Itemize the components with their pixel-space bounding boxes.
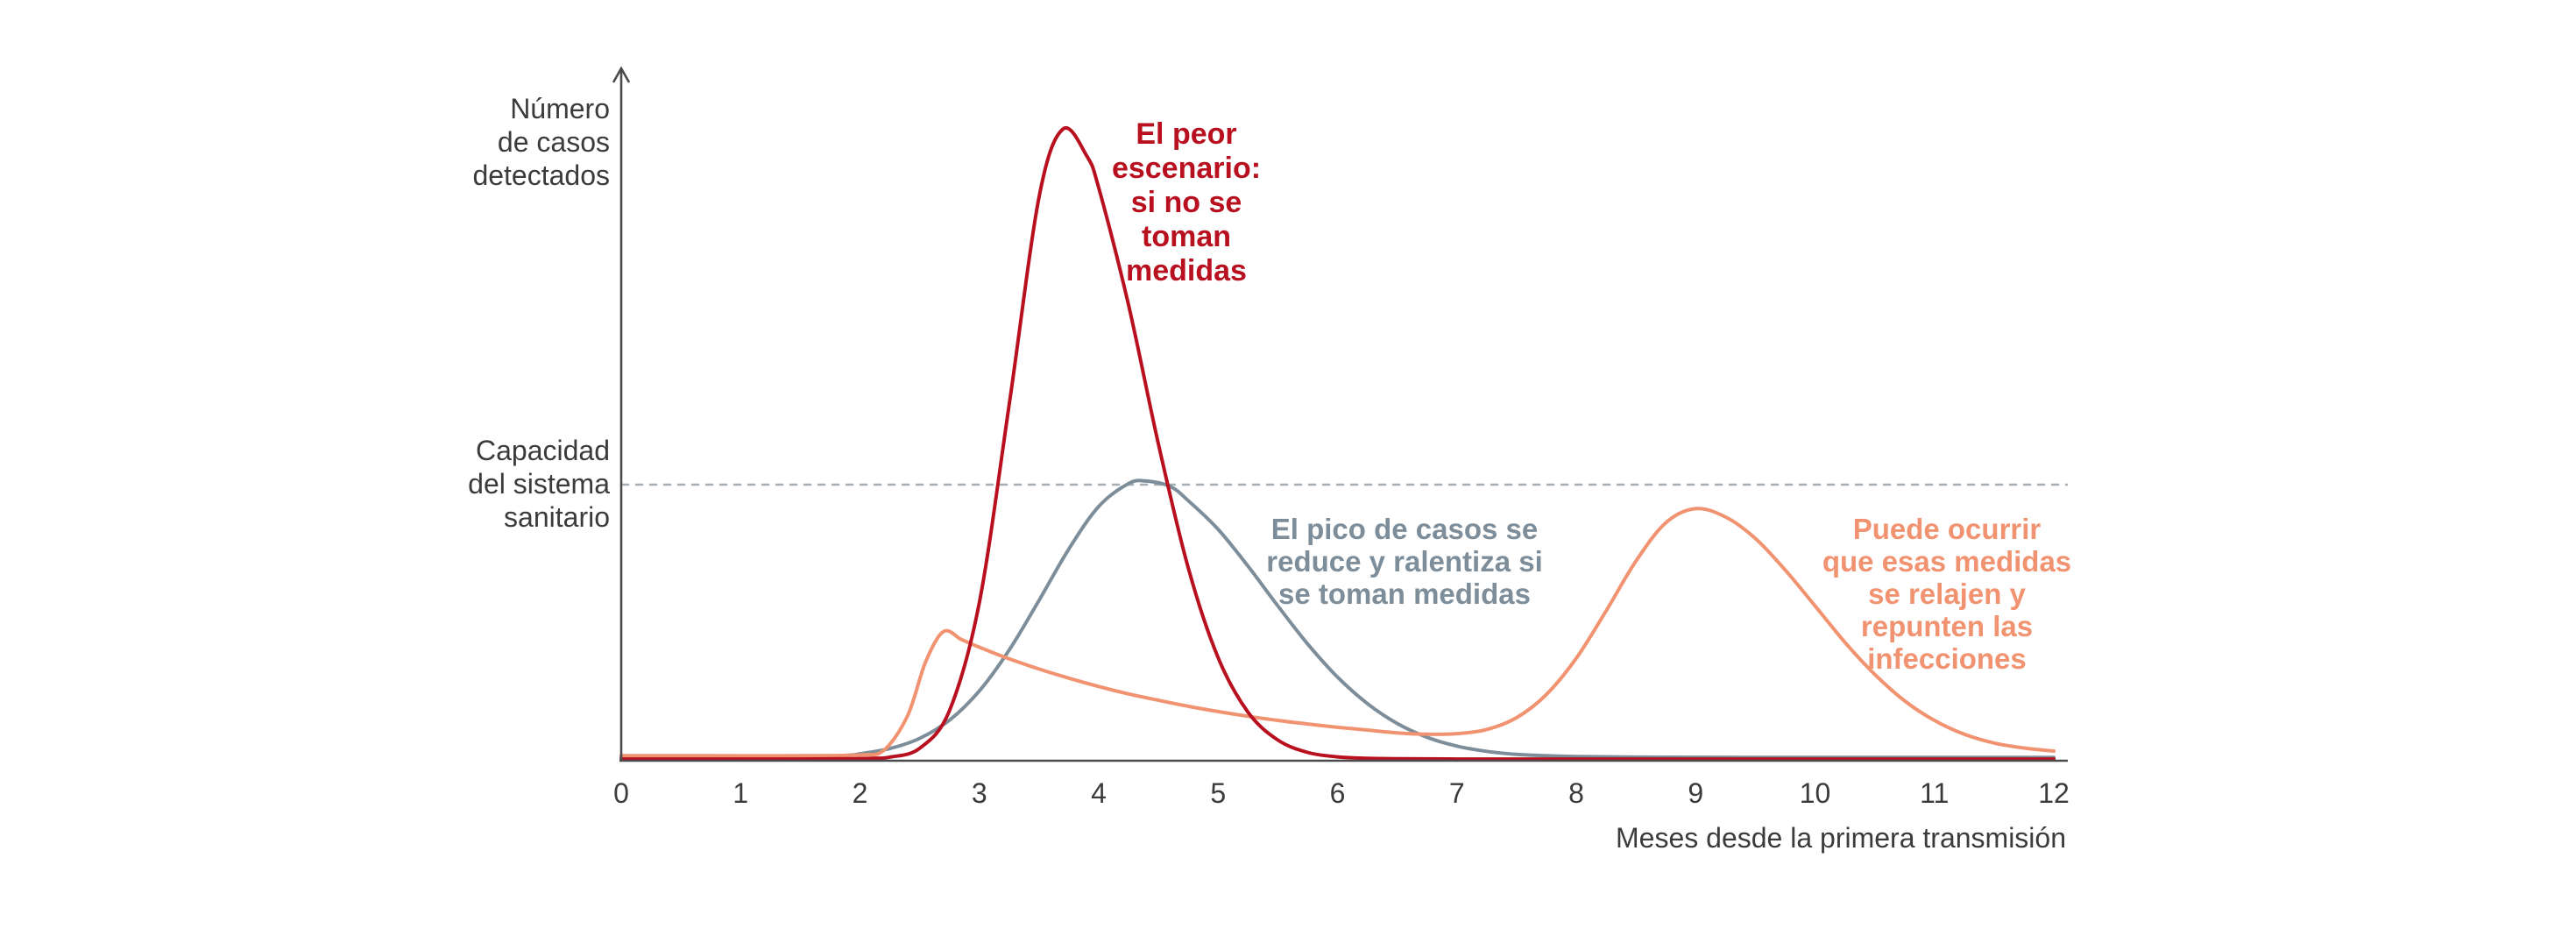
x-tick-label-7: 7	[1449, 777, 1465, 809]
x-tick-label-8: 8	[1568, 777, 1584, 809]
x-tick-label-4: 4	[1091, 777, 1107, 809]
curve-with-measures	[619, 479, 2056, 760]
y-axis-label: Número de casos detectados	[472, 93, 610, 191]
x-tick-label-11: 11	[1920, 777, 1949, 809]
x-tick-label-12: 12	[2038, 777, 2070, 809]
x-axis-label: Meses desde la primera transmisión	[1616, 822, 2066, 854]
capacity-label: Capacidad del sistema sanitario	[468, 435, 610, 533]
x-tick-label-1: 1	[732, 777, 748, 809]
y-axis-arrow-icon	[612, 66, 631, 83]
x-tick-label-0: 0	[613, 777, 629, 809]
x-tick-label-2: 2	[853, 777, 868, 809]
curve-rebound	[619, 507, 2056, 758]
x-tick-label-6: 6	[1330, 777, 1346, 809]
curve-worst-case	[619, 125, 2056, 762]
annotation-with-measures: El pico de casos se reduce y ralentiza s…	[1266, 513, 1543, 610]
annotation-worst-case: El peor escenario: si no se toman medida…	[1111, 117, 1262, 288]
x-tick-label-3: 3	[972, 777, 987, 809]
annotation-rebound: Puede ocurrir que esas medidas se relaje…	[1822, 513, 2072, 675]
x-tick-label-9: 9	[1688, 777, 1703, 809]
x-tick-label-5: 5	[1210, 777, 1226, 809]
x-tick-label-10: 10	[1800, 777, 1831, 809]
